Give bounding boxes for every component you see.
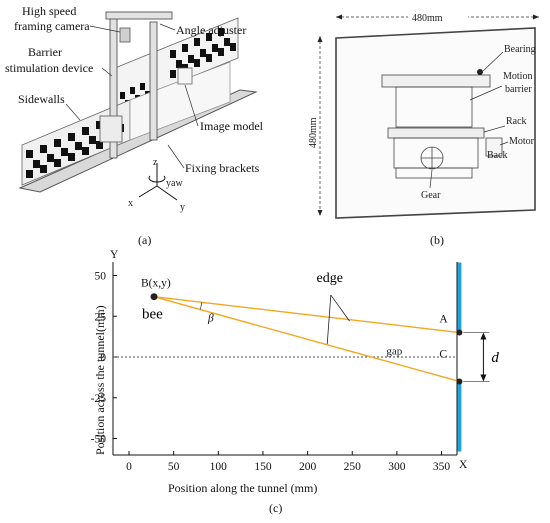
label-angle-adjuster: Angle adjuster xyxy=(176,23,246,37)
panel-b: 480mm 480mm Bearing Motion barrier Rack xyxy=(308,10,539,247)
label-gap: gap xyxy=(386,345,402,357)
y-tick-label: 25 xyxy=(95,311,107,323)
axis-x-letter: X xyxy=(459,459,468,471)
label-motion: Motion xyxy=(503,71,532,82)
x-tick-label: 250 xyxy=(344,461,362,473)
label-image-model: Image model xyxy=(200,119,264,133)
point-c xyxy=(456,378,463,385)
x-tick-label: 200 xyxy=(299,461,317,473)
y-tick-label: 50 xyxy=(95,271,107,283)
caption-a: (a) xyxy=(138,233,151,247)
label-point-b: B(x,y) xyxy=(141,278,171,290)
x-ticks: 0 50 100 150 200 250 300 350 xyxy=(126,451,450,473)
panel-a-labels: High speed framing camera Angle adjuster… xyxy=(5,4,264,213)
panel-a: High speed framing camera Angle adjuster… xyxy=(5,4,264,247)
y-ticks: 50 25 0 -25 -50 xyxy=(91,271,117,446)
axes-triad xyxy=(138,163,178,201)
label-axis-z: z xyxy=(153,157,158,168)
x-axis-label: Position along the tunnel (mm) xyxy=(168,481,317,495)
x-tick-label: 350 xyxy=(433,461,451,473)
ray-line xyxy=(153,296,460,383)
image-model xyxy=(177,67,193,85)
label-axis-x: x xyxy=(128,198,133,209)
x-tick-label: 300 xyxy=(388,461,406,473)
point-a xyxy=(456,329,463,336)
edge-leaders xyxy=(326,294,350,344)
caption-c: (c) xyxy=(269,501,282,515)
label-point-a: A xyxy=(439,314,448,326)
label-barrier-2: stimulation device xyxy=(5,61,93,75)
gap-dimension: d xyxy=(463,332,499,382)
x-tick-label: 50 xyxy=(168,461,180,473)
label-bearing: Bearing xyxy=(504,44,536,55)
y-tick-label: -50 xyxy=(91,434,107,446)
label-axis-y: y xyxy=(180,202,185,213)
label-gear: Gear xyxy=(421,190,441,201)
beta-angle-arc xyxy=(199,302,203,310)
label-d: d xyxy=(491,350,499,366)
label-motion-2: barrier xyxy=(505,84,532,95)
label-beta: β xyxy=(207,313,214,325)
edge-leader xyxy=(326,295,332,344)
key-points xyxy=(150,293,463,385)
barrier-mechanism xyxy=(381,74,503,179)
label-edge: edge xyxy=(317,271,343,286)
x-tick-label: 0 xyxy=(126,461,132,473)
ray-line xyxy=(153,295,460,334)
axis-y-letter: Y xyxy=(110,249,119,261)
label-fixing-brackets: Fixing brackets xyxy=(185,161,260,175)
edge-rays xyxy=(153,295,460,383)
label-point-c: C xyxy=(439,348,447,360)
gantry-top-beam xyxy=(105,11,173,20)
y-axis-label: Position across the tunnel(mm) xyxy=(93,305,107,455)
y-tick-label: -25 xyxy=(91,393,107,405)
caption-b: (b) xyxy=(430,233,444,247)
label-back: Back xyxy=(487,150,508,161)
edge-leader xyxy=(330,294,350,322)
label-axis-yaw: yaw xyxy=(166,178,183,189)
height-dimension: 480mm xyxy=(308,117,319,148)
camera-body xyxy=(119,27,131,43)
label-rack: Rack xyxy=(506,116,527,127)
label-sidewalls: Sidewalls xyxy=(18,92,65,106)
label-camera: High speed xyxy=(22,4,76,18)
y-tick-label: 0 xyxy=(100,352,106,364)
width-dimension: 480mm xyxy=(412,13,443,24)
label-camera-2: framing camera xyxy=(14,19,90,33)
x-tick-label: 100 xyxy=(210,461,228,473)
label-bee: bee xyxy=(142,307,163,323)
label-motor: Motor xyxy=(509,136,535,147)
label-barrier: Barrier xyxy=(28,45,62,59)
bearing-dot xyxy=(477,69,483,75)
panel-b-labels: Bearing Motion barrier Rack Motor Back G… xyxy=(421,44,536,201)
barrier-device xyxy=(99,115,123,143)
x-tick-label: 150 xyxy=(254,461,272,473)
point-b xyxy=(150,293,158,301)
gantry-post-right xyxy=(149,21,158,141)
tunnel-apparatus-drawing xyxy=(18,11,258,201)
